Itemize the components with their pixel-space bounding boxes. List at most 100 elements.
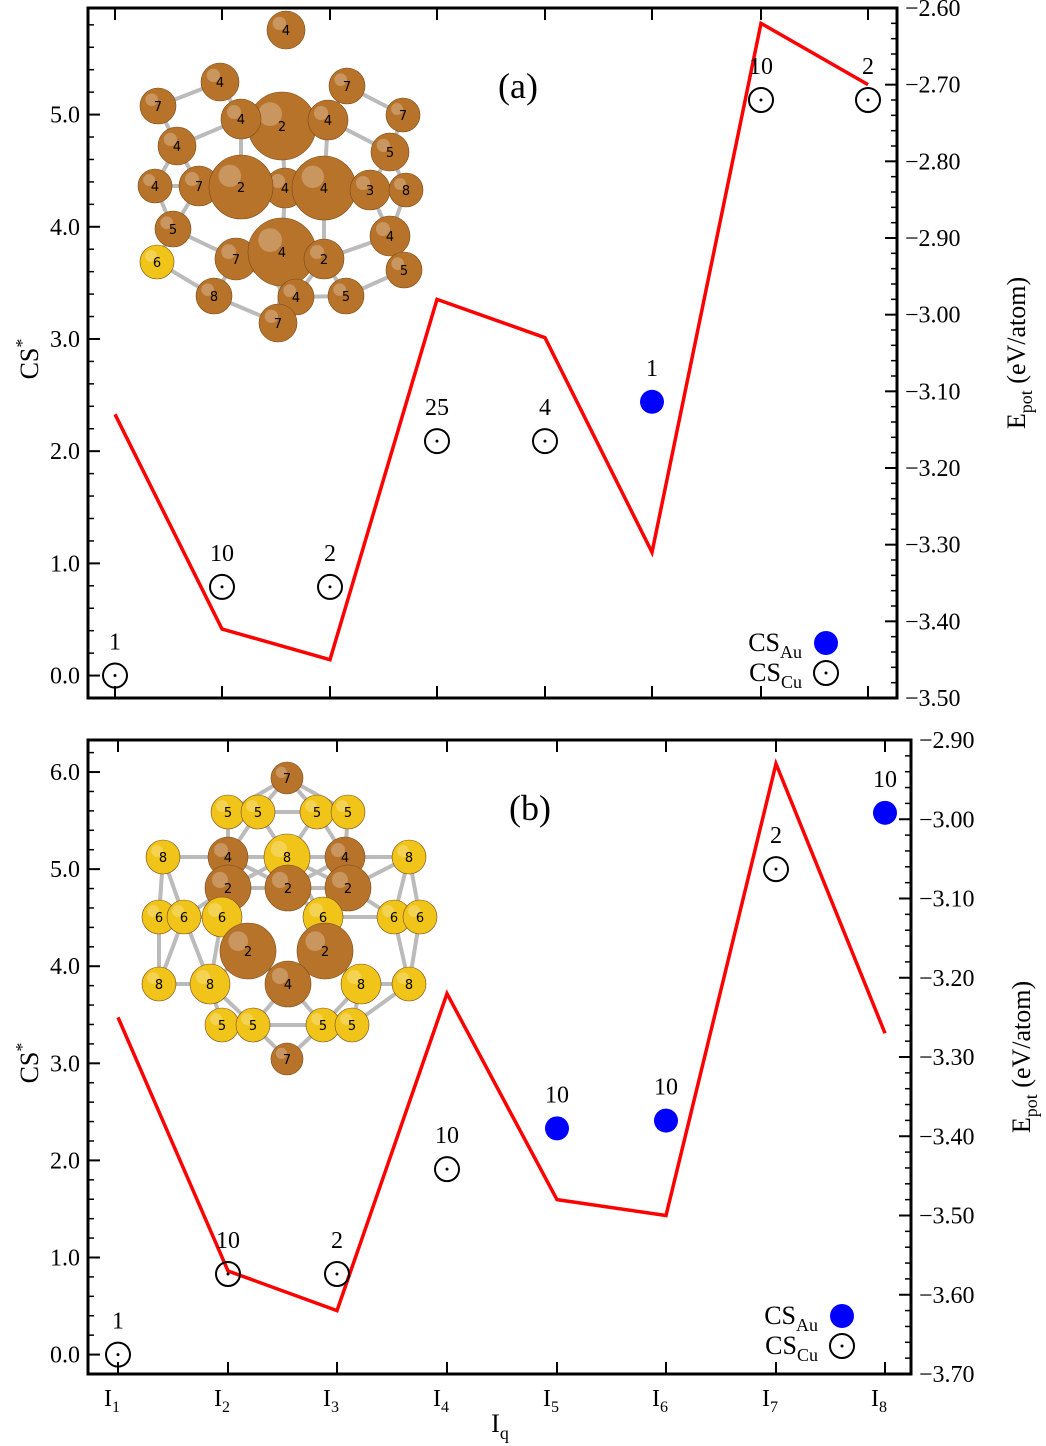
au-atom — [145, 839, 181, 875]
atom-highlight — [214, 843, 228, 857]
x-tick-sub: 1 — [112, 1399, 120, 1416]
cu-atom — [388, 172, 424, 208]
cs-cu-marker-dot — [774, 867, 778, 871]
atom-site-label: 2 — [237, 181, 245, 196]
cu-atom — [369, 215, 411, 257]
atom-highlight — [333, 283, 347, 297]
atom-highlight — [305, 800, 317, 812]
x-tick-main: I — [762, 1386, 770, 1412]
atom-site-label: 7 — [274, 317, 282, 332]
cu-atom — [270, 761, 304, 795]
atom-highlight — [206, 68, 221, 82]
atom-highlight — [211, 871, 228, 888]
atom-site-label: 5 — [386, 146, 394, 161]
cs-count-label: 10 — [749, 54, 773, 80]
cs-count-label: 2 — [862, 54, 874, 80]
cu-atom — [324, 864, 372, 912]
atom-site-label: 4 — [151, 180, 159, 195]
atom-highlight — [394, 178, 406, 190]
cs-cu-marker — [317, 573, 343, 600]
atom-site-label: 5 — [348, 1019, 356, 1034]
y-left-tick-label: 4.0 — [50, 954, 80, 980]
x-tick-main: I — [871, 1386, 879, 1412]
y-left-tick-label: 5.0 — [50, 857, 80, 883]
atom-highlight — [221, 244, 236, 259]
atom-highlight — [201, 283, 214, 297]
y-left-tick-label: 3.0 — [50, 1051, 80, 1077]
cs-count-label: 2 — [324, 541, 336, 567]
atom-highlight — [258, 228, 282, 253]
atom-highlight — [272, 16, 286, 30]
au-atom — [334, 1007, 370, 1043]
legend-cu-sub: Cu — [797, 1345, 818, 1365]
atom-site-label: 7 — [283, 1053, 291, 1068]
atom-site-label: 4 — [282, 24, 290, 39]
atom-highlight — [334, 73, 348, 86]
atom-highlight — [218, 164, 241, 187]
cu-atom — [266, 10, 306, 50]
atom-highlight — [160, 216, 173, 229]
cs-cu-marker — [215, 1260, 241, 1287]
cu-atom — [157, 126, 197, 166]
atom-highlight — [408, 905, 420, 917]
atom-site-label: 4 — [341, 851, 349, 866]
cu-atom — [264, 864, 312, 912]
cs-count-label: 10 — [210, 541, 234, 567]
cs-cu-marker-dot — [435, 439, 439, 443]
cu-atom — [303, 238, 345, 280]
y-right-tick-label: −2.60 — [905, 0, 961, 22]
cu-atom — [270, 1042, 304, 1076]
atom-site-label: 8 — [402, 184, 410, 199]
atom-highlight — [172, 905, 184, 917]
atom-highlight — [241, 1013, 253, 1025]
atom-highlight — [163, 132, 178, 147]
x-tick-main: I — [104, 1386, 112, 1412]
y-right-tick-label: −3.00 — [905, 303, 961, 329]
y-right-tick-label: −2.80 — [905, 149, 961, 175]
atom-site-label: 4 — [224, 851, 232, 866]
atom-site-label: 8 — [159, 851, 167, 866]
cs-cu-marker — [105, 1341, 131, 1368]
legend-cs-text: CS — [748, 628, 780, 657]
panel-a: 0.0 1.0 2.0 3.0 4.0 5.0 −3.50 −3.40 −3.30 −3.20 −3… — [12, 0, 1036, 712]
cs-cu-marker — [324, 1260, 350, 1287]
au-atom — [340, 963, 382, 1005]
legend-cu-label: CSCu — [749, 658, 802, 692]
atom-site-label: 2 — [321, 945, 329, 960]
y-left-title-main: CS — [15, 1052, 44, 1084]
y-left-tick-label: 1.0 — [50, 1245, 80, 1271]
atom-highlight — [227, 105, 241, 119]
y-left-tick-label: 0.0 — [50, 1343, 80, 1369]
cs-cu-marker-dot — [335, 1272, 339, 1276]
atom-highlight — [143, 174, 155, 186]
cs-count-label: 4 — [539, 395, 551, 421]
atom-site-label: 5 — [342, 290, 350, 305]
au-atom — [391, 839, 427, 875]
atom-highlight — [246, 800, 258, 812]
au-atom — [141, 966, 177, 1002]
atom-site-label: 5 — [319, 1019, 327, 1034]
y-right-title-unit: (eV/atom) — [1002, 277, 1031, 390]
atom-highlight — [391, 257, 405, 271]
cs-count-label: 25 — [425, 395, 449, 421]
x-tick-sub: 5 — [551, 1399, 559, 1416]
y-left-tick-label: 3.0 — [50, 327, 80, 353]
y-right-tick-label: −3.60 — [919, 1283, 975, 1309]
cs-count-label: 10 — [654, 1075, 678, 1101]
atom-site-label: 4 — [386, 230, 394, 245]
cs-cu-marker-dot — [759, 98, 763, 102]
cs-cu-marker-dot — [116, 1353, 120, 1357]
y-right-title-main: E — [1002, 413, 1031, 429]
y-right-title-sub: pot — [1021, 1094, 1041, 1117]
atom-site-label: 5 — [254, 806, 262, 821]
atom-site-label: 5 — [169, 223, 177, 238]
atom-site-label: 8 — [155, 978, 163, 993]
legend-cs-text: CS — [764, 1301, 796, 1330]
atom-highlight — [336, 800, 348, 812]
cs-count-label: 10 — [216, 1228, 240, 1254]
cu-atom — [154, 210, 192, 248]
atom-highlight — [145, 250, 157, 262]
legend-cu-marker-dot — [824, 671, 828, 675]
atom-highlight — [270, 840, 288, 857]
cu-atom — [220, 98, 262, 140]
